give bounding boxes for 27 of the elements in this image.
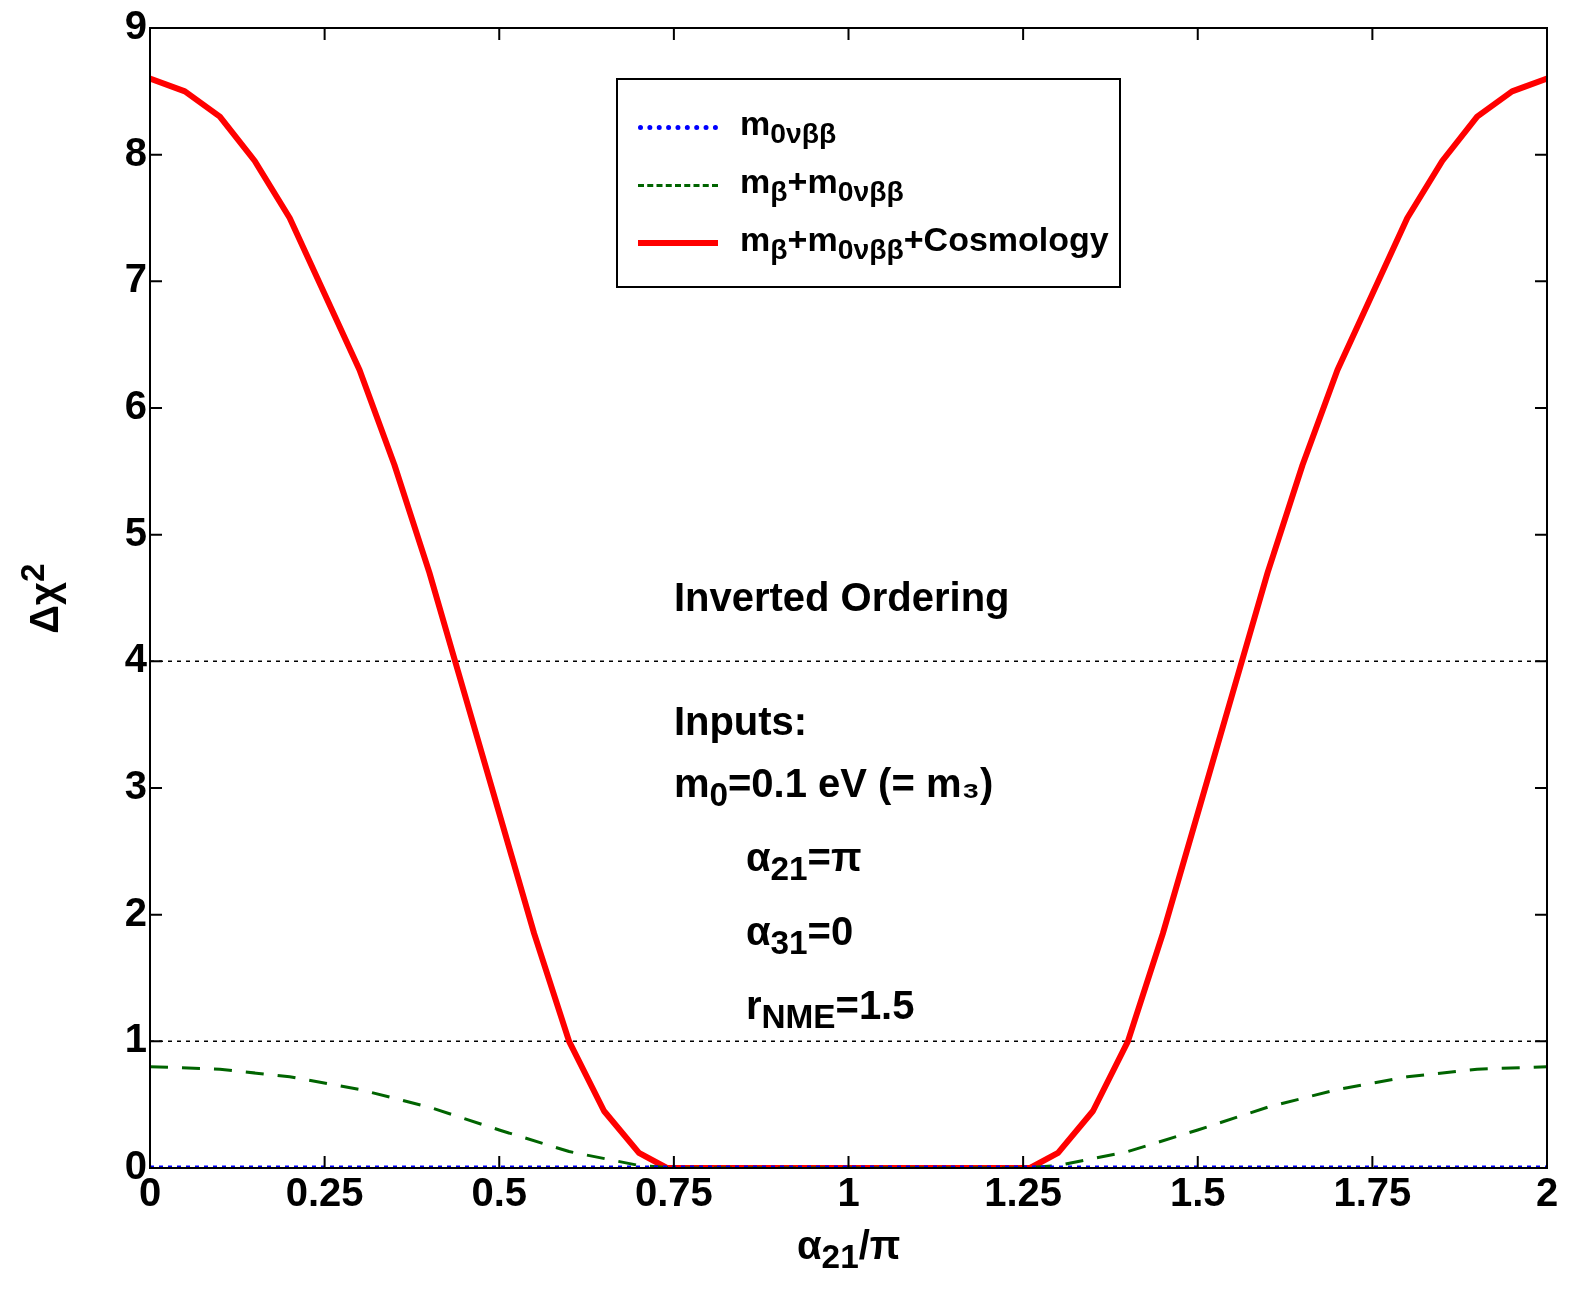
- legend-label: m$_{β}$+m$_{0νββ}$: [740, 162, 904, 208]
- annotation: Inverted Ordering: [673, 574, 1010, 622]
- y-tick-label: 6: [124, 383, 147, 428]
- annotation: m$_{0}$=0.1 eV (= m₃): [673, 760, 995, 816]
- y-tick-label: 4: [124, 636, 148, 681]
- x-axis-title: α$_{21}$/π: [797, 1223, 901, 1276]
- y-tick-label: 2: [124, 889, 147, 934]
- annotation: α$_{31}$=0: [744, 908, 855, 964]
- x-tick-label: 0.75: [634, 1170, 713, 1215]
- y-tick-label: 7: [124, 256, 147, 301]
- x-tick-label: 1.5: [1169, 1170, 1226, 1215]
- annotation: α$_{21}$=π: [744, 834, 863, 890]
- annotation: Inputs:: [673, 698, 809, 746]
- legend-label: m$_{β}$+m$_{0νββ}$+Cosmology: [740, 220, 1109, 266]
- y-tick-label: 1: [124, 1016, 147, 1061]
- x-tick-label: 0.25: [285, 1170, 364, 1215]
- x-tick-label: 0.5: [471, 1170, 528, 1215]
- y-tick-label: 8: [124, 129, 147, 174]
- x-tick-label: 1.75: [1333, 1170, 1412, 1215]
- y-tick-label: 3: [124, 763, 147, 808]
- x-tick-label: 1.25: [984, 1170, 1063, 1215]
- x-tick-label: 1: [837, 1170, 860, 1215]
- y-tick-label: 9: [124, 3, 147, 48]
- y-tick-label: 5: [124, 509, 147, 554]
- x-tick-label: 2: [1535, 1170, 1559, 1215]
- annotation: r$_{NME}$=1.5: [744, 982, 916, 1038]
- legend-label: m$_{0νββ}$: [740, 104, 837, 150]
